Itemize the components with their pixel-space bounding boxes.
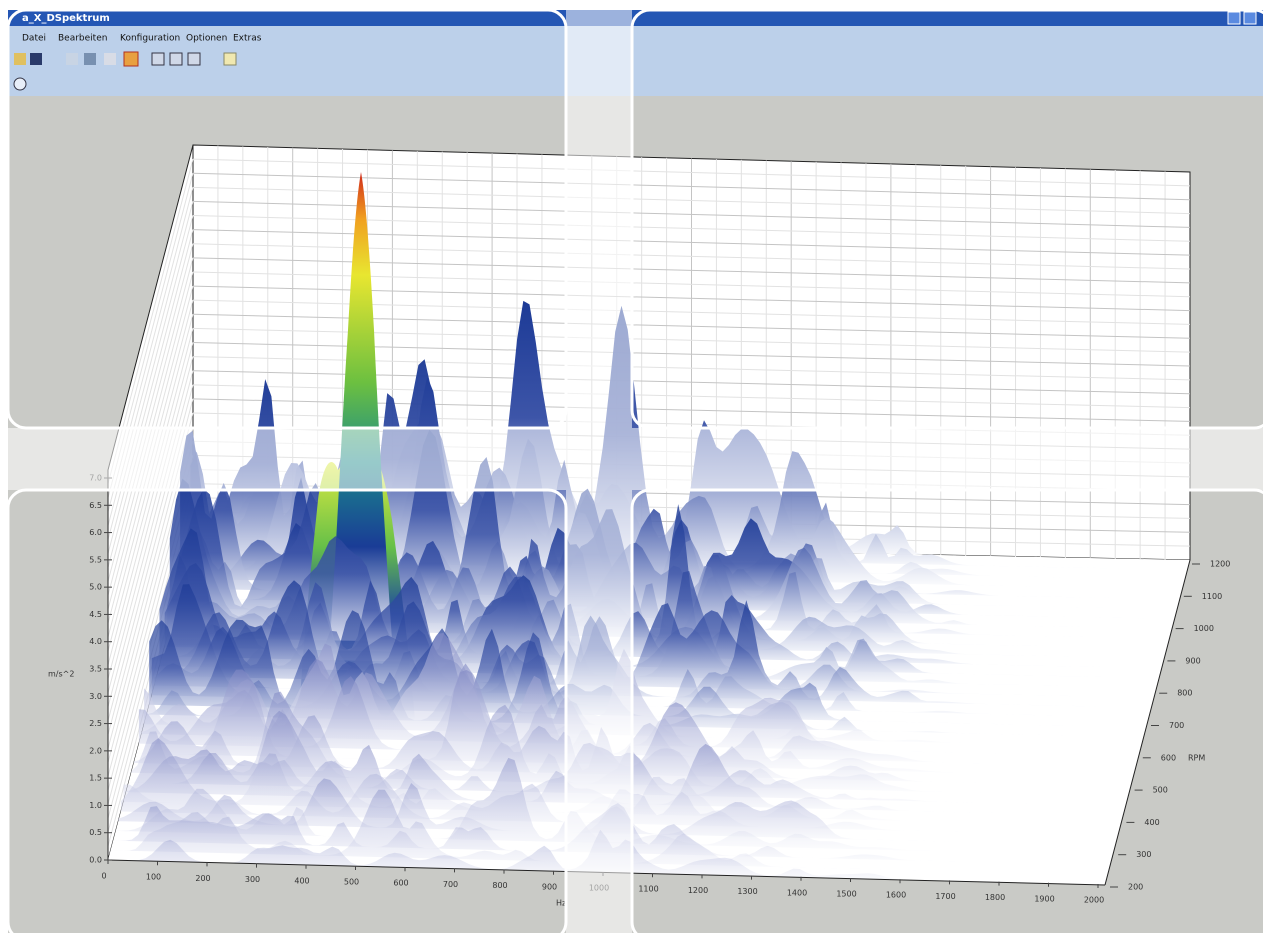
x-tick-label: 900 — [542, 882, 557, 891]
restore-button[interactable] — [1244, 12, 1256, 24]
minimize-button[interactable] — [1228, 12, 1240, 24]
z-tick-label: 0.5 — [89, 828, 102, 837]
rpm-tick-label: 600 — [1161, 753, 1176, 762]
copy-icon[interactable] — [152, 53, 164, 65]
z-tick-label: 4.0 — [89, 637, 102, 646]
z-tick-label: 2.5 — [89, 719, 102, 728]
open-icon[interactable] — [14, 53, 26, 65]
x-tick-label: 1700 — [935, 892, 955, 901]
x-tick-label: 1400 — [787, 888, 807, 897]
rpm-tick-label: 500 — [1153, 786, 1168, 795]
menu-bar: Datei Bearbeiten Konfiguration Optionen Extr… — [22, 34, 262, 44]
z-tick-label: 5.0 — [89, 583, 102, 592]
back-icon[interactable] — [14, 78, 26, 90]
gap — [632, 428, 1263, 490]
z-axis-label: m/s^2 — [48, 670, 74, 679]
x-tick-label: 1900 — [1034, 894, 1054, 903]
menu-item[interactable]: Optionen — [186, 34, 227, 44]
menu-item[interactable]: Extras — [233, 34, 262, 44]
gap — [566, 0, 632, 933]
x-tick-label: 700 — [443, 880, 458, 889]
tool-icon[interactable] — [104, 53, 116, 65]
x-tick-label: 1200 — [688, 886, 708, 895]
screenshot: a_X_DSpektrum Datei Bearbeiten Konfigurati… — [0, 0, 1263, 933]
x-tick-label: 1600 — [886, 891, 906, 900]
z-tick-label: 2.0 — [89, 746, 102, 755]
rpm-tick-label: 400 — [1144, 818, 1159, 827]
x-tick-label: 800 — [492, 881, 507, 890]
zoom-icon[interactable] — [84, 53, 96, 65]
print-icon[interactable] — [170, 53, 182, 65]
x-tick-label: 300 — [245, 875, 260, 884]
x-tick-label: 500 — [344, 878, 359, 887]
x-tick-label: 1800 — [985, 893, 1005, 902]
z-tick-label: 6.0 — [89, 528, 102, 537]
rpm-axis-label: RPM — [1188, 754, 1205, 763]
z-tick-label: 3.0 — [89, 692, 102, 701]
z-tick-label: 6.5 — [89, 501, 102, 510]
rpm-tick-label: 700 — [1169, 721, 1184, 730]
x-tick-label: 0 — [101, 872, 106, 881]
z-tick-label: 4.5 — [89, 610, 102, 619]
gap — [0, 428, 566, 490]
x-tick-label: 100 — [146, 873, 161, 882]
menu-item[interactable]: Bearbeiten — [58, 34, 107, 44]
z-tick-label: 0.0 — [89, 856, 102, 865]
save-icon[interactable] — [30, 53, 42, 65]
x-tick-label: 1500 — [836, 890, 856, 899]
menu-item[interactable]: Konfiguration — [120, 34, 180, 44]
help-icon[interactable] — [224, 53, 236, 65]
menu-item[interactable]: Datei — [22, 34, 46, 44]
window-title: a_X_DSpektrum — [22, 13, 110, 24]
rpm-tick-label: 1200 — [1210, 560, 1230, 569]
x-tick-label: 1100 — [638, 885, 658, 894]
z-tick-label: 1.0 — [89, 801, 102, 810]
x-tick-label: 600 — [393, 879, 408, 888]
rpm-tick-label: 1100 — [1202, 592, 1222, 601]
x-tick-label: 1300 — [737, 887, 757, 896]
z-tick-label: 1.5 — [89, 774, 102, 783]
rpm-tick-label: 800 — [1177, 689, 1192, 698]
rpm-tick-label: 900 — [1185, 656, 1200, 665]
z-tick-label: 3.5 — [89, 665, 102, 674]
x-tick-label: 200 — [195, 874, 210, 883]
rpm-tick-label: 200 — [1128, 883, 1143, 892]
z-tick-label: 5.5 — [89, 555, 102, 564]
x-tick-label: 400 — [294, 876, 309, 885]
zoom-in-icon[interactable] — [66, 53, 78, 65]
x-tick-label: 2000 — [1084, 896, 1104, 905]
paste-icon[interactable] — [188, 53, 200, 65]
rpm-tick-label: 300 — [1136, 850, 1151, 859]
rpm-tick-label: 1000 — [1194, 624, 1214, 633]
bars-icon[interactable] — [124, 52, 138, 66]
